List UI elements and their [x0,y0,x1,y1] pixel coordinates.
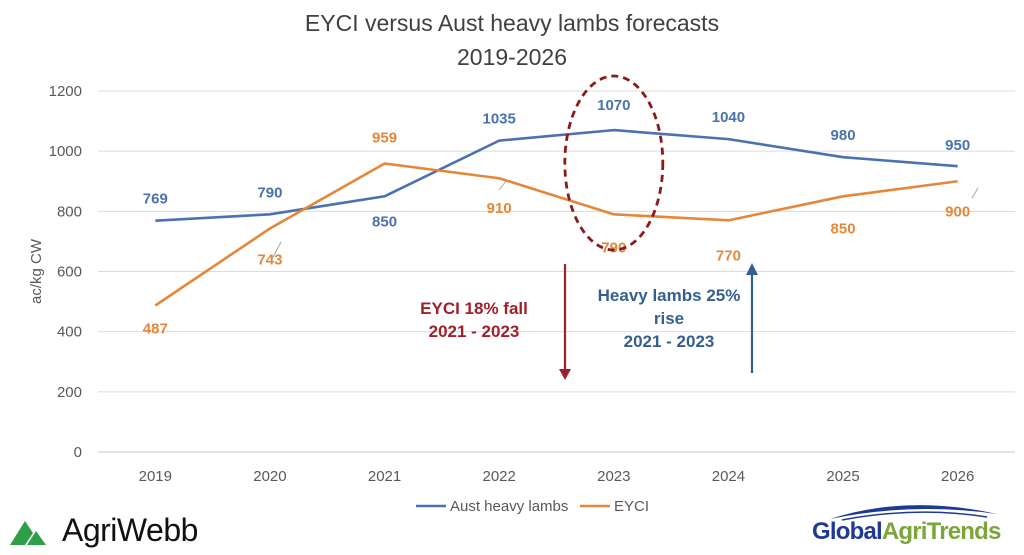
data-label: 950 [945,137,970,154]
y-tick-label: 1200 [49,83,82,100]
data-label: 769 [143,191,168,208]
data-label: 850 [831,220,856,237]
annotation-eyci-fall-text: 2021 - 2023 [429,322,520,341]
data-label: 487 [143,320,168,337]
chart-title: EYCI versus Aust heavy lambs forecasts [304,10,720,36]
y-tick-label: 800 [57,203,82,220]
y-axis-title: ac/kg CW [28,238,45,304]
y-tick-label: 200 [57,384,82,401]
chart-subtitle: 2019-2026 [457,44,567,70]
x-tick-label: 2024 [712,468,745,485]
swoosh-icon [830,505,997,521]
global-agritrends-logo-text: GlobalAgriTrends [812,518,1001,545]
data-label: 743 [257,251,282,268]
data-label: 980 [831,127,856,144]
down-arrow-head-icon [559,369,571,380]
x-tick-label: 2023 [597,468,630,485]
data-label: 900 [945,203,970,220]
legend-label: Aust heavy lambs [450,498,568,515]
legend-label: EYCI [614,498,649,515]
y-tick-label: 400 [57,324,82,341]
x-tick-label: 2022 [483,468,516,485]
data-label: 790 [601,239,626,256]
x-tick-label: 2019 [139,468,172,485]
data-label: 910 [487,200,512,217]
y-tick-label: 1000 [49,143,82,160]
up-arrow-head-icon [746,263,758,275]
x-tick-label: 2025 [826,468,859,485]
agriwebb-logo-text: AgriWebb [62,511,198,548]
data-label: 770 [716,247,741,264]
x-tick-label: 2020 [253,468,286,485]
data-label: 1035 [483,111,516,128]
data-label-leader [271,241,282,260]
global-agritrends-logo: GlobalAgriTrends [812,500,1017,552]
data-label-leader [498,180,507,191]
y-tick-label: 600 [57,264,82,281]
annotation-lambs-rise-text: Heavy lambs 25% [598,286,741,305]
series-line-aust-heavy-lambs [155,128,958,222]
data-label: 1040 [712,109,745,126]
annotation-lambs-rise-text: 2021 - 2023 [624,332,715,351]
data-label: 850 [372,213,397,230]
highlight-ellipse [563,74,665,252]
series-line-eyci [154,162,958,307]
agriwebb-mark-icon [10,521,46,545]
annotation-lambs-rise-text: rise [654,309,684,328]
annotation-eyci-fall-text: EYCI 18% fall [420,299,528,318]
data-label-leader [971,187,979,199]
y-tick-label: 0 [74,444,82,461]
agriwebb-logo: AgriWebb [8,510,198,550]
x-tick-label: 2021 [368,468,401,485]
x-tick-label: 2026 [941,468,974,485]
data-label: 790 [257,184,282,201]
data-label: 959 [372,130,397,147]
data-label: 1070 [597,97,630,114]
